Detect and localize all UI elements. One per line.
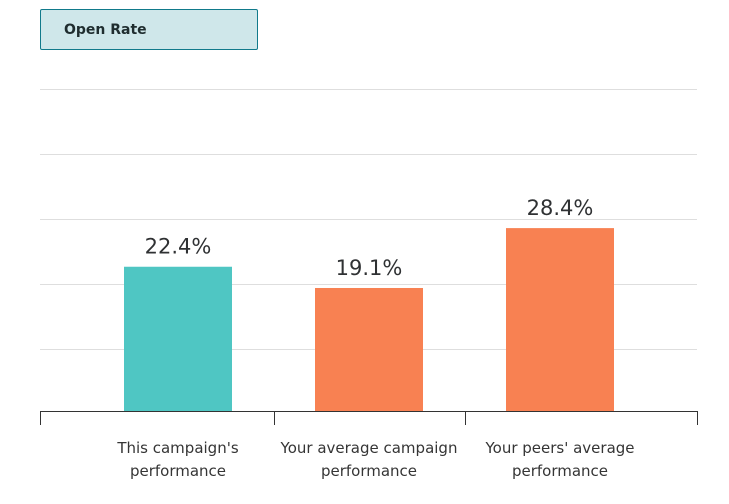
labels: 22.4% 19.1% 28.4% This campaign's performanc… (116, 196, 634, 480)
bar-value-label-1: 22.4% (145, 235, 212, 259)
bar-1[interactable] (124, 266, 232, 411)
x-axis (40, 411, 698, 425)
bar-2[interactable] (315, 287, 423, 411)
category-label-1: This campaign's performance (116, 439, 239, 480)
category-label-2: Your average campaign performance (280, 439, 458, 480)
open-rate-tab[interactable]: Open Rate (40, 9, 258, 50)
category-label-line: This campaign's (116, 439, 239, 457)
category-label-line: performance (130, 462, 226, 480)
bar-3[interactable] (506, 228, 614, 411)
category-label-line: Your peers' average (484, 439, 634, 457)
bar-value-label-2: 19.1% (336, 256, 403, 280)
category-label-line: performance (321, 462, 417, 480)
bars (124, 228, 614, 411)
category-label-3: Your peers' average performance (484, 439, 634, 480)
category-label-line: performance (512, 462, 608, 480)
category-label-line: Your average campaign (280, 439, 458, 457)
bar-value-label-3: 28.4% (527, 196, 594, 220)
